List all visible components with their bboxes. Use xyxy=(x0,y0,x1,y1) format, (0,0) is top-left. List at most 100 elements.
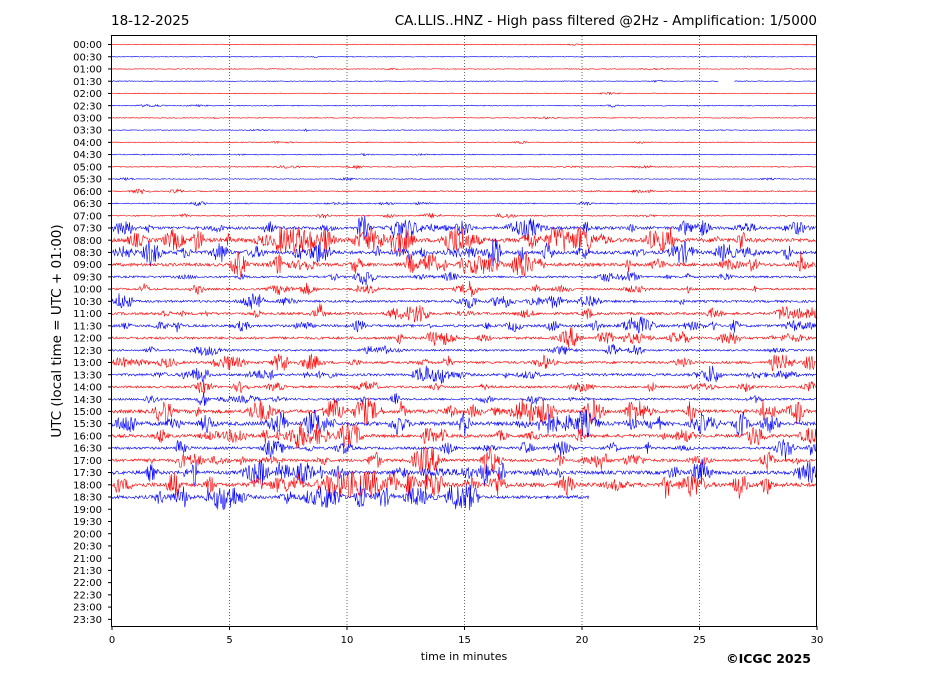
chart-title: CA.LLIS..HNZ - High pass filtered @2Hz -… xyxy=(395,13,817,29)
y-tick-label: 16:30 xyxy=(73,444,102,455)
trace-1500 xyxy=(111,397,818,426)
trace-0100 xyxy=(111,67,818,71)
y-tick-label: 08:00 xyxy=(73,236,102,247)
y-tick-label: 07:30 xyxy=(73,224,102,235)
trace-0730 xyxy=(111,215,818,241)
y-tick-label: 14:30 xyxy=(73,395,102,406)
trace-0830 xyxy=(111,238,818,267)
y-tick-label: 01:00 xyxy=(73,65,102,76)
x-tick-label: 30 xyxy=(811,635,824,646)
y-tick-label: 18:30 xyxy=(73,493,102,504)
y-tick-label: 12:30 xyxy=(73,346,102,357)
y-tick-label: 10:30 xyxy=(73,297,102,308)
y-tick-label: 00:30 xyxy=(73,52,102,63)
x-tick-label: 25 xyxy=(693,635,706,646)
trace-0530 xyxy=(111,176,818,182)
y-tick-label: 19:30 xyxy=(73,517,102,528)
y-tick-label: 15:30 xyxy=(73,419,102,430)
grid-lines xyxy=(229,36,700,626)
y-tick-label: 17:00 xyxy=(73,456,102,467)
x-tick-label: 0 xyxy=(109,635,115,646)
y-tick-label: 10:00 xyxy=(73,285,102,296)
trace-1330 xyxy=(111,365,818,384)
trace-0430 xyxy=(111,152,818,157)
y-tick-label: 15:00 xyxy=(73,407,102,418)
y-tick-label: 13:00 xyxy=(73,358,102,369)
trace-0230 xyxy=(111,103,817,108)
y-tick-label: 13:30 xyxy=(73,370,102,381)
y-tick-label: 03:00 xyxy=(73,113,102,124)
y-tick-label: 01:30 xyxy=(73,77,102,88)
trace-0300 xyxy=(111,116,818,120)
y-tick-label: 18:00 xyxy=(73,480,102,491)
trace-0900 xyxy=(111,251,818,278)
x-tick-label: 20 xyxy=(576,635,589,646)
plot-frame xyxy=(111,35,817,627)
trace-1630 xyxy=(111,439,818,461)
y-tick-label: 22:00 xyxy=(73,578,102,589)
trace-1700 xyxy=(111,446,818,475)
y-tick-label: 19:00 xyxy=(73,505,102,516)
trace-0700 xyxy=(111,212,818,220)
y-tick-label: 06:30 xyxy=(73,199,102,210)
y-tick-label: 11:00 xyxy=(73,309,102,320)
trace-1600 xyxy=(111,421,818,449)
trace-1530 xyxy=(111,409,818,438)
y-tick-label: 04:00 xyxy=(73,138,102,149)
trace-0800 xyxy=(111,226,818,254)
trace-1730 xyxy=(111,458,818,487)
y-tick-label: 23:00 xyxy=(73,603,102,614)
y-tick-label: 00:00 xyxy=(73,40,102,51)
trace-0600 xyxy=(111,188,818,195)
y-tick-label: 14:00 xyxy=(73,383,102,394)
y-tick-label: 22:30 xyxy=(73,590,102,601)
y-tick-label: 05:00 xyxy=(73,162,102,173)
y-tick-label: 16:00 xyxy=(73,431,102,442)
x-tick-label: 5 xyxy=(226,635,232,646)
chart-date: 18-12-2025 xyxy=(111,13,189,29)
trace-layer xyxy=(111,43,818,511)
trace-0000 xyxy=(111,43,818,46)
y-tick-label: 08:30 xyxy=(73,248,102,259)
y-tick-label: 03:30 xyxy=(73,126,102,137)
copyright-text: ©ICGC 2025 xyxy=(726,651,811,666)
trace-1200 xyxy=(111,327,818,348)
trace-1400 xyxy=(111,379,817,394)
trace-0130 xyxy=(111,79,817,83)
y-tick-label: 20:30 xyxy=(73,542,102,553)
trace-1130 xyxy=(111,316,817,334)
trace-1830 xyxy=(111,484,589,511)
x-tick-label: 15 xyxy=(458,635,471,646)
x-axis-ticks: 0 5 10 15 20 25 30 xyxy=(109,626,824,646)
trace-0930 xyxy=(111,271,818,286)
y-axis-label: UTC (local time = UTC + 01:00) xyxy=(49,224,65,437)
y-tick-label: 20:00 xyxy=(73,529,102,540)
trace-1030 xyxy=(111,293,818,310)
trace-0400 xyxy=(111,140,817,145)
y-tick-label: 21:00 xyxy=(73,554,102,565)
x-tick-label: 10 xyxy=(341,635,354,646)
y-tick-label: 06:00 xyxy=(73,187,102,198)
y-tick-label: 05:30 xyxy=(73,175,102,186)
y-tick-label: 23:30 xyxy=(73,615,102,626)
y-tick-label: 17:30 xyxy=(73,468,102,479)
y-tick-label: 02:30 xyxy=(73,101,102,112)
y-tick-label: 09:30 xyxy=(73,272,102,283)
trace-1100 xyxy=(111,303,818,323)
x-axis-label: time in minutes xyxy=(421,650,508,663)
y-tick-label: 11:30 xyxy=(73,321,102,332)
trace-0030 xyxy=(111,55,818,58)
trace-0630 xyxy=(111,200,818,207)
y-tick-label: 02:00 xyxy=(73,89,102,100)
y-tick-label: 07:00 xyxy=(73,211,102,222)
y-tick-label: 04:30 xyxy=(73,150,102,161)
trace-1230 xyxy=(111,343,818,357)
trace-1800 xyxy=(111,470,818,499)
trace-0500 xyxy=(111,164,818,170)
trace-1300 xyxy=(111,353,818,372)
trace-1000 xyxy=(111,280,818,298)
y-tick-label: 09:00 xyxy=(73,260,102,271)
trace-0330 xyxy=(111,128,817,133)
